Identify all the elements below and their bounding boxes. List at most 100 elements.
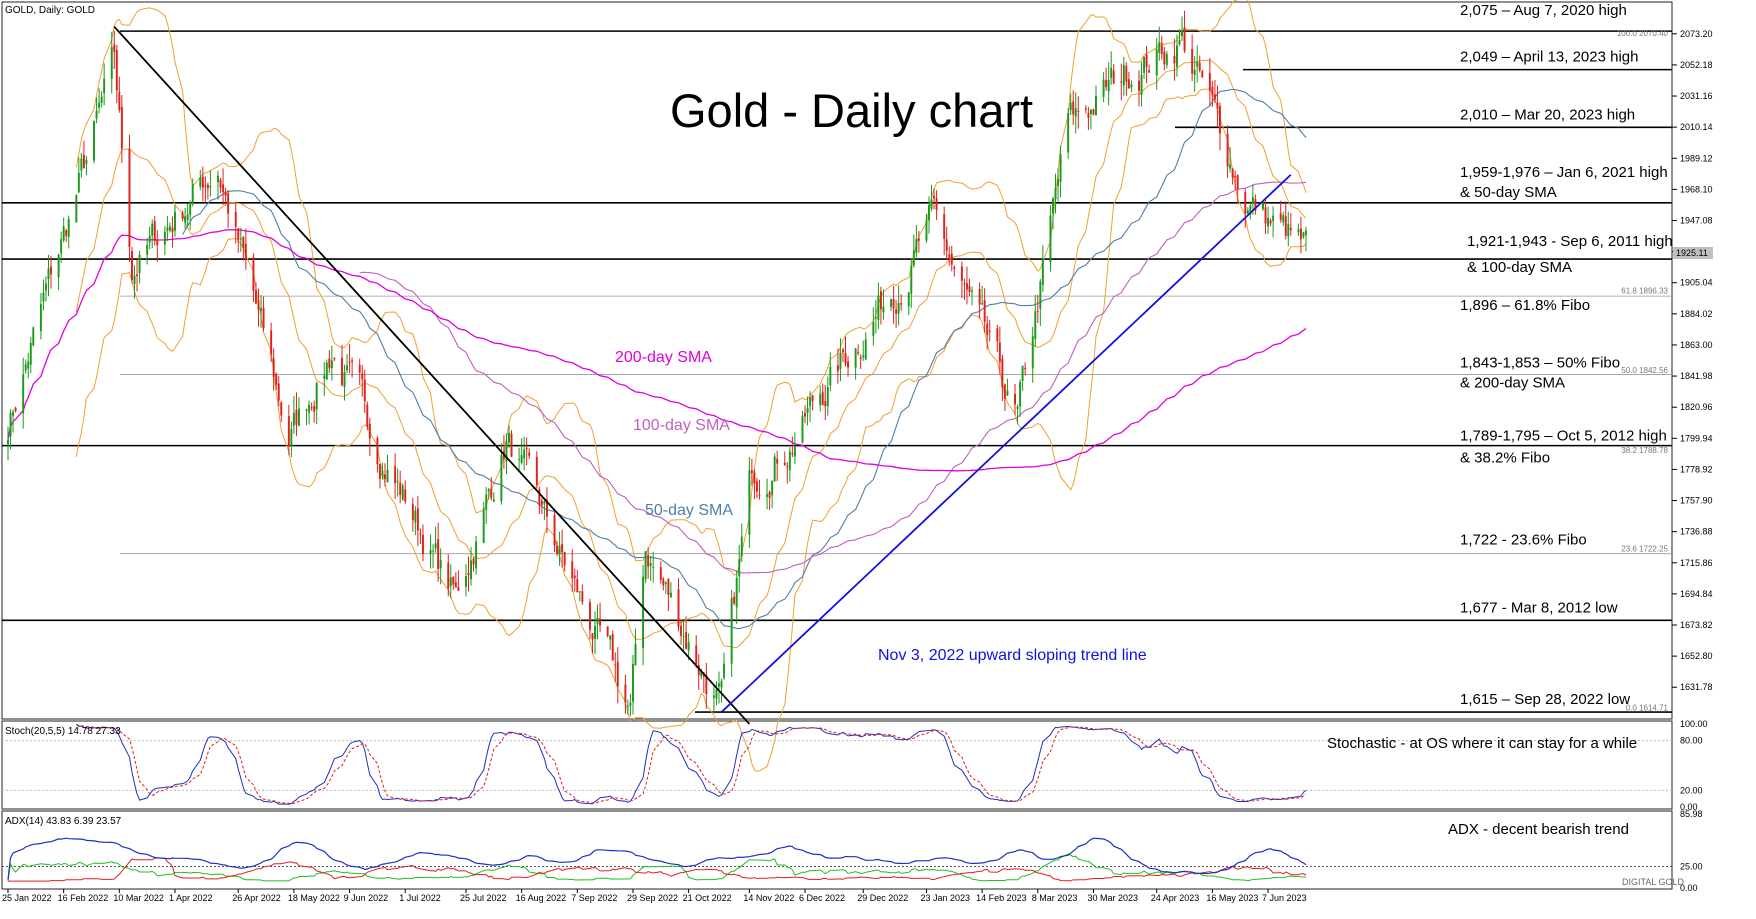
candle-body <box>578 591 581 593</box>
candle-body <box>998 342 1001 363</box>
candle-body <box>755 481 758 492</box>
candle-body <box>680 625 683 636</box>
level-label: 1,843-1,853 – 50% Fibo <box>1460 355 1620 372</box>
level-label: 1,677 - Mar 8, 2012 low <box>1460 599 1618 616</box>
sma-50-line <box>182 88 1307 630</box>
candle-body <box>912 250 915 266</box>
candle-body <box>227 193 230 214</box>
candle-body <box>366 404 369 427</box>
candle-body <box>341 358 343 385</box>
candle-body <box>209 186 212 188</box>
candle-body <box>981 303 984 305</box>
candle-body <box>1039 281 1042 309</box>
candle-body <box>700 670 703 677</box>
level-label-2: & 100-day SMA <box>1467 259 1572 276</box>
bollinger-upper <box>75 0 1307 576</box>
candle-body <box>1112 70 1115 84</box>
candle-body <box>492 499 495 502</box>
watermark: DIGITAL GOLD <box>1622 877 1685 887</box>
candle-body <box>965 283 968 290</box>
level-label-2: & 50-day SMA <box>1460 184 1557 201</box>
candle-body <box>1198 62 1201 71</box>
candle-body <box>1181 30 1183 37</box>
candle-body <box>254 290 257 304</box>
price-tick-label: 1799.94 <box>1680 433 1713 443</box>
candle-body <box>1178 39 1181 45</box>
candle-body <box>323 375 326 379</box>
candle-body <box>523 449 526 459</box>
candle-body <box>561 544 564 553</box>
candle-body <box>662 578 665 586</box>
candle-body <box>184 216 187 223</box>
date-tick-label: 7 Jun 2023 <box>1262 893 1307 903</box>
stoch-annotation: Stochastic - at OS where it can stay for… <box>1327 735 1637 752</box>
level-label-2: & 200-day SMA <box>1460 375 1565 392</box>
candle-body <box>1102 79 1105 97</box>
candle-body <box>543 501 546 504</box>
level-label: 1,789-1,795 – Oct 5, 2012 high <box>1460 428 1667 445</box>
candle-body <box>1072 101 1075 115</box>
candle-body <box>1001 358 1004 388</box>
candle-body <box>490 488 493 498</box>
level-label: 1,722 - 23.6% Fibo <box>1460 532 1587 549</box>
downtrend-line <box>113 26 751 725</box>
candle-body <box>44 283 47 291</box>
candle-body <box>452 576 455 585</box>
date-tick-label: 25 Jan 2022 <box>2 893 52 903</box>
adx-tick-label: 0.00 <box>1680 883 1698 893</box>
candle-body <box>571 561 574 579</box>
candle-body <box>1021 365 1024 381</box>
candle-body <box>556 545 559 554</box>
candle-body <box>1125 65 1128 82</box>
candle-body <box>1287 224 1290 237</box>
candle-body <box>1110 67 1113 78</box>
candle-body <box>826 387 829 407</box>
candle-body <box>22 374 25 414</box>
candle-body <box>933 195 936 199</box>
candle-body <box>882 306 885 313</box>
candle-body <box>472 558 475 565</box>
candle-body <box>1302 232 1305 237</box>
stoch-panel-frame <box>1 720 1673 810</box>
candle-body <box>100 96 103 104</box>
candle-body <box>687 642 690 651</box>
candle-body <box>1140 74 1143 95</box>
candle-body <box>133 275 136 285</box>
price-tick-label: 2031.16 <box>1680 91 1713 101</box>
candle-body <box>844 353 847 364</box>
level-label: 1,896 – 61.8% Fibo <box>1460 297 1590 314</box>
candle-body <box>57 254 60 278</box>
candle-body <box>146 244 149 255</box>
fibo-tag: 100.0 2070.40 <box>1617 29 1669 38</box>
candle-body <box>27 361 30 369</box>
candle-body <box>1246 210 1249 214</box>
candle-body <box>39 304 42 332</box>
candle-body <box>963 283 966 285</box>
price-tick-label: 1631.78 <box>1680 682 1713 692</box>
candle-body <box>464 576 467 587</box>
candle-body <box>948 254 951 258</box>
candle-body <box>475 541 478 569</box>
candle-body <box>1130 84 1133 88</box>
candle-body <box>525 447 528 449</box>
adx-tick-label: 85.98 <box>1680 809 1703 819</box>
candle-body <box>857 352 860 354</box>
candle-body <box>128 148 131 248</box>
candle-body <box>1092 109 1095 115</box>
candle-body <box>315 382 318 410</box>
candle-body <box>983 300 986 322</box>
adx-panel-frame <box>1 810 1673 890</box>
candle-body <box>50 266 52 275</box>
level-label: 1,959-1,976 – Jan 6, 2021 high <box>1460 164 1668 181</box>
candle-body <box>1059 154 1062 183</box>
candle-body <box>1049 215 1052 263</box>
candle-body <box>1067 113 1070 153</box>
candle-body <box>581 591 584 603</box>
candle-body <box>118 92 121 110</box>
candle-body <box>206 184 209 189</box>
candle-body <box>945 239 948 251</box>
candle-body <box>715 689 718 699</box>
candle-body <box>47 268 50 280</box>
candle-body <box>199 177 202 187</box>
candle-body <box>361 373 364 380</box>
